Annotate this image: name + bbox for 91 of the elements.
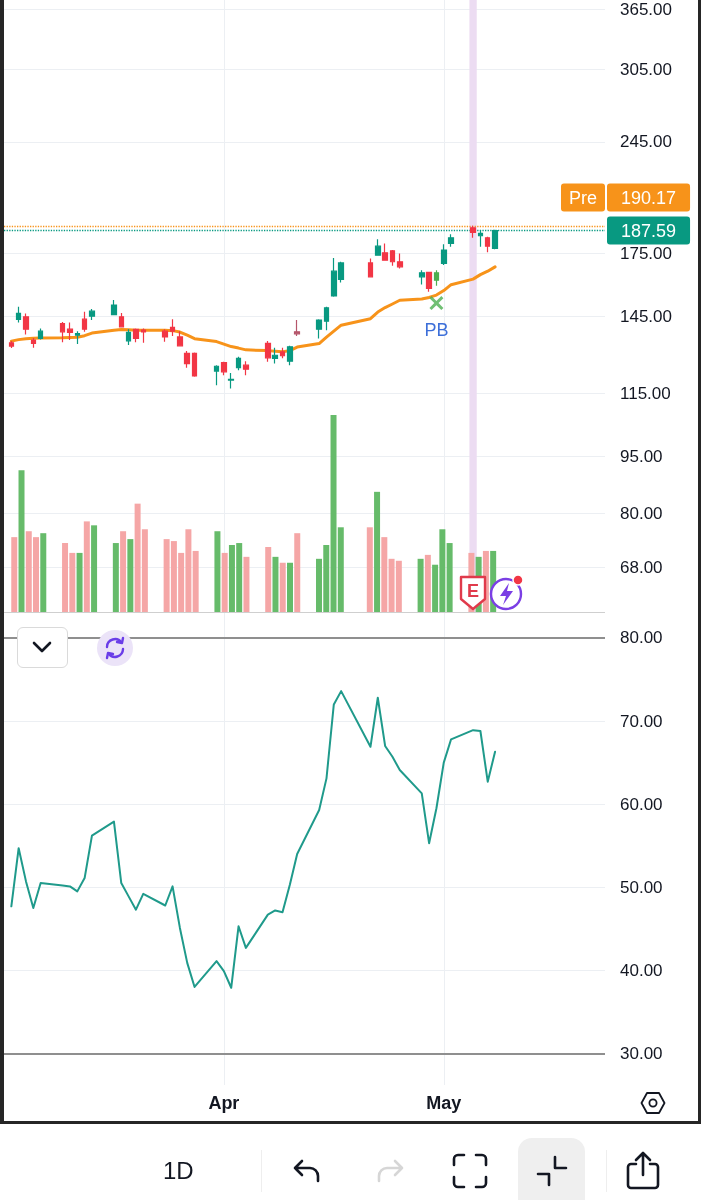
candlestick: [118, 312, 125, 328]
bar: [214, 531, 221, 612]
candlestick: [469, 225, 477, 239]
candlestick: [176, 330, 184, 347]
candlestick: [132, 327, 140, 343]
candlestick: [8, 340, 15, 349]
bar: [265, 546, 272, 612]
candlestick: [447, 233, 455, 248]
candlestick: [367, 257, 374, 279]
candlestick: [37, 327, 44, 340]
candlestick: [66, 321, 74, 341]
candlestick: [389, 249, 396, 267]
bar: [76, 552, 83, 612]
candlestick: [418, 269, 426, 286]
candlestick: [396, 252, 404, 270]
bar: [243, 556, 250, 612]
y-tick-label: 95.00: [620, 447, 663, 467]
candlestick: [381, 242, 389, 262]
bar: [446, 543, 453, 612]
text: Pre 190.17: [568, 187, 677, 208]
x-tick-label: Apr: [208, 1093, 240, 1113]
bar: [11, 537, 18, 612]
candlestick: [315, 318, 323, 339]
candlestick: [15, 306, 22, 323]
candlestick: [30, 337, 37, 349]
y-tick-label: 115.00: [620, 383, 671, 403]
candlestick: [374, 238, 382, 257]
bar: [424, 554, 431, 612]
candlestick: [183, 350, 191, 369]
candlestick: [484, 236, 491, 253]
bar: [381, 537, 388, 612]
candlestick: [213, 364, 220, 386]
bar: [286, 562, 293, 612]
y-tick-label: 305.00: [620, 59, 672, 79]
candlestick: [271, 347, 279, 365]
candlestick: [110, 299, 118, 316]
y-tick-label: 145.00: [620, 306, 672, 326]
candlestick: [88, 308, 96, 321]
band-label: E: [466, 581, 481, 601]
candlestick: [59, 321, 66, 343]
bar: [294, 533, 301, 612]
candlestick: [161, 328, 169, 343]
bar: [91, 525, 98, 612]
ref-line-label: 30.00: [620, 1043, 663, 1063]
candlestick: [81, 311, 88, 333]
candlestick: [264, 340, 272, 363]
candlestick: [279, 347, 286, 359]
bar: [417, 558, 424, 612]
bar: [127, 539, 134, 612]
y-tick-label: 365.00: [620, 0, 672, 20]
line-series: [9, 265, 497, 354]
candlestick: [140, 327, 147, 344]
bar: [374, 491, 381, 612]
candlestick: [323, 306, 330, 331]
annotation: PB: [424, 320, 449, 341]
candlestick: [440, 243, 448, 266]
bar: [192, 550, 199, 612]
line-series: [10, 690, 497, 989]
candlestick: [235, 356, 242, 371]
bar: [366, 527, 373, 612]
bar: [112, 543, 119, 612]
y-tick-label: 40.00: [620, 960, 663, 980]
y-tick-label: 60.00: [620, 794, 663, 814]
candlestick: [22, 312, 30, 336]
candlestick: [293, 319, 301, 337]
y-tick-label: 70.00: [620, 711, 663, 731]
candlestick: [74, 330, 81, 345]
y-tick-label: 175.00: [620, 244, 672, 264]
bar: [279, 562, 286, 612]
text: 1D: [163, 1156, 194, 1186]
bar: [83, 521, 90, 612]
y-tick-label: 68.00: [620, 558, 663, 578]
candlestick: [169, 318, 176, 337]
candlestick: [191, 351, 198, 378]
y-tick-label: 245.00: [620, 132, 672, 152]
bar: [18, 470, 25, 612]
candlestick: [425, 271, 433, 293]
y-tick-label: 80.00: [620, 504, 663, 524]
candlestick: [227, 372, 235, 390]
bar: [272, 556, 279, 612]
candlestick: [220, 361, 228, 376]
ref-line-label: 187.59: [621, 220, 677, 241]
candlestick: [286, 345, 294, 366]
candlestick: [125, 328, 132, 346]
candlestick: [242, 360, 250, 376]
candlestick: [433, 269, 440, 287]
x-tick-label: May: [426, 1093, 462, 1113]
bar: [120, 531, 127, 612]
bar: [40, 533, 47, 612]
y-tick-label: 50.00: [620, 877, 663, 897]
bar: [221, 552, 228, 612]
